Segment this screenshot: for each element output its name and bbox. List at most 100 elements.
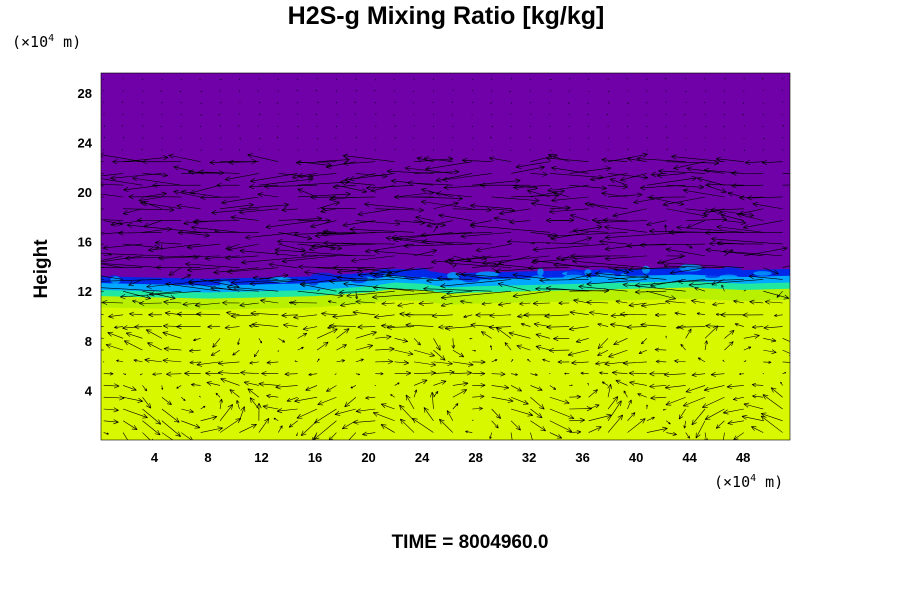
wind-vector bbox=[257, 192, 279, 198]
wind-vector bbox=[214, 230, 221, 233]
x-tick-label: 36 bbox=[575, 450, 589, 465]
wind-vector bbox=[649, 371, 667, 377]
wind-vector bbox=[397, 302, 415, 308]
interface-eddy bbox=[641, 265, 650, 274]
wind-vector bbox=[519, 301, 531, 306]
wind-vector bbox=[491, 90, 493, 92]
wind-vector bbox=[161, 149, 163, 151]
wind-vector bbox=[297, 332, 308, 339]
y-tick-label: 12 bbox=[78, 284, 92, 299]
wind-vector bbox=[239, 202, 290, 210]
wind-vector bbox=[414, 370, 437, 376]
wind-vector bbox=[666, 148, 668, 151]
wind-vector bbox=[219, 125, 222, 127]
wind-vector bbox=[472, 419, 474, 422]
wind-vector bbox=[553, 262, 628, 268]
wind-vector bbox=[365, 184, 415, 191]
wind-vector bbox=[107, 331, 124, 339]
wind-vector bbox=[262, 404, 279, 410]
wind-vector bbox=[238, 78, 240, 80]
interface-eddy bbox=[719, 274, 738, 279]
wind-vector bbox=[763, 337, 777, 343]
wind-vector bbox=[108, 313, 124, 319]
wind-vector bbox=[627, 399, 632, 410]
wind-vector bbox=[209, 159, 240, 166]
wind-vector bbox=[596, 219, 647, 225]
y-tick-label: 20 bbox=[78, 185, 92, 200]
wind-vector bbox=[704, 408, 725, 420]
wind-vector bbox=[380, 424, 395, 433]
wind-vector bbox=[297, 126, 300, 128]
wind-vector bbox=[189, 184, 221, 195]
wind-vector bbox=[723, 432, 725, 440]
wind-vector bbox=[510, 165, 545, 174]
wind-vector bbox=[472, 89, 474, 92]
wind-vector bbox=[433, 201, 459, 210]
wind-vector bbox=[138, 196, 162, 203]
wind-vector bbox=[727, 191, 744, 198]
wind-vector bbox=[237, 338, 240, 346]
wind-vector bbox=[329, 323, 356, 329]
wind-vector bbox=[743, 220, 783, 230]
wind-vector bbox=[549, 125, 551, 127]
wind-vector bbox=[527, 358, 531, 363]
wind-vector bbox=[231, 279, 298, 285]
wind-vector bbox=[222, 300, 240, 306]
interface-eddy bbox=[404, 273, 423, 281]
wind-vector bbox=[278, 232, 313, 241]
wind-vector bbox=[437, 275, 473, 281]
wind-vector bbox=[588, 389, 598, 398]
wind-vector bbox=[452, 89, 454, 92]
wind-vector bbox=[328, 278, 395, 284]
wind-vector bbox=[545, 217, 570, 223]
wind-vector bbox=[407, 180, 453, 186]
wind-vector bbox=[334, 373, 337, 375]
wind-vector bbox=[588, 413, 612, 422]
wind-vector bbox=[665, 396, 686, 406]
wind-vector bbox=[141, 114, 143, 116]
wind-vector bbox=[608, 173, 649, 180]
wind-vector bbox=[198, 169, 240, 175]
wind-vector bbox=[142, 172, 168, 178]
interface-eddy bbox=[598, 268, 606, 274]
wind-vector bbox=[638, 349, 647, 354]
wind-vector bbox=[510, 102, 513, 104]
wind-vector bbox=[498, 301, 512, 307]
wind-vector bbox=[685, 328, 692, 339]
wind-vector bbox=[168, 267, 182, 276]
wind-vector bbox=[533, 322, 550, 328]
wind-vector bbox=[444, 325, 473, 331]
wind-vector bbox=[355, 344, 374, 351]
wind-vector bbox=[610, 322, 628, 328]
wind-vector bbox=[432, 125, 434, 127]
wind-vector bbox=[665, 126, 667, 128]
x-tick-label: 8 bbox=[204, 450, 211, 465]
wind-vector bbox=[597, 322, 609, 327]
wind-vector bbox=[620, 173, 647, 182]
wind-vector bbox=[191, 225, 240, 233]
wind-vector bbox=[665, 114, 667, 116]
wind-vector bbox=[176, 385, 182, 389]
wind-vector bbox=[723, 149, 725, 151]
wind-vector bbox=[646, 404, 648, 410]
wind-vector bbox=[241, 255, 318, 265]
wind-vector bbox=[176, 324, 201, 330]
wind-vector bbox=[607, 414, 624, 433]
wind-vector bbox=[535, 345, 550, 351]
wind-vector bbox=[188, 169, 221, 175]
wind-vector bbox=[316, 328, 338, 339]
wind-vector bbox=[355, 358, 364, 363]
y-unit-suffix: m) bbox=[54, 33, 82, 51]
wind-vector bbox=[134, 324, 162, 330]
wind-vector bbox=[720, 312, 744, 318]
wind-vector bbox=[101, 243, 104, 245]
wind-vector bbox=[762, 149, 764, 151]
wind-vector bbox=[101, 172, 104, 174]
high-region bbox=[101, 298, 790, 440]
interface-eddy bbox=[310, 272, 335, 280]
wind-vector bbox=[470, 322, 492, 328]
wind-vector bbox=[217, 360, 240, 366]
wind-vector bbox=[470, 203, 512, 210]
wind-vector bbox=[394, 148, 396, 151]
wind-vector bbox=[365, 396, 376, 400]
